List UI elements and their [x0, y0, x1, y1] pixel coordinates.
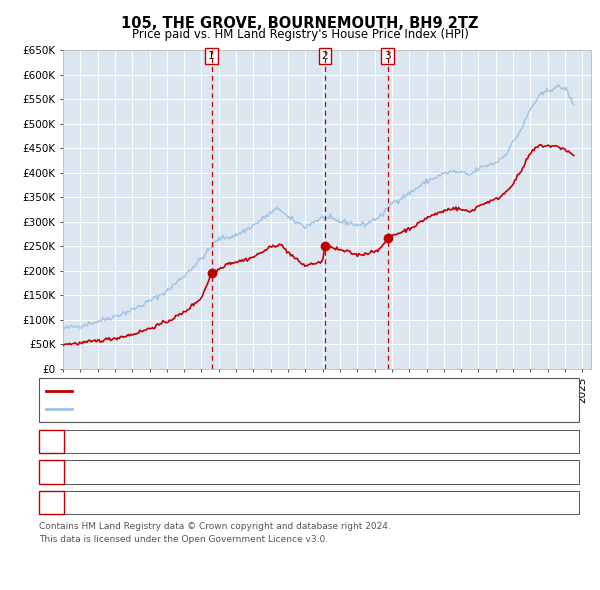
Text: 105, THE GROVE, BOURNEMOUTH, BH9 2TZ: 105, THE GROVE, BOURNEMOUTH, BH9 2TZ [121, 16, 479, 31]
Text: Contains HM Land Registry data © Crown copyright and database right 2024.: Contains HM Land Registry data © Crown c… [39, 522, 391, 531]
Text: 19% ↓ HPI: 19% ↓ HPI [297, 466, 359, 478]
Text: This data is licensed under the Open Government Licence v3.0.: This data is licensed under the Open Gov… [39, 535, 328, 544]
Text: 3: 3 [384, 51, 391, 61]
Text: 19-FEB-2010: 19-FEB-2010 [75, 466, 151, 478]
Text: £249,950: £249,950 [186, 466, 242, 478]
Text: 2: 2 [322, 51, 328, 61]
Text: 1: 1 [208, 51, 215, 61]
Text: 27% ↓ HPI: 27% ↓ HPI [297, 435, 359, 448]
Text: 24-SEP-2013: 24-SEP-2013 [75, 496, 150, 509]
Text: 2: 2 [48, 467, 55, 477]
Text: Price paid vs. HM Land Registry's House Price Index (HPI): Price paid vs. HM Land Registry's House … [131, 28, 469, 41]
Text: 01-AUG-2003: 01-AUG-2003 [75, 435, 154, 448]
Text: £195,000: £195,000 [186, 435, 242, 448]
Text: HPI: Average price, detached house, Bournemouth Christchurch and Poole: HPI: Average price, detached house, Bour… [78, 404, 466, 414]
Text: 20% ↓ HPI: 20% ↓ HPI [297, 496, 359, 509]
Text: 105, THE GROVE, BOURNEMOUTH, BH9 2TZ (detached house): 105, THE GROVE, BOURNEMOUTH, BH9 2TZ (de… [78, 386, 401, 395]
Text: 3: 3 [48, 498, 55, 507]
Text: 1: 1 [48, 437, 55, 446]
Text: £266,950: £266,950 [186, 496, 242, 509]
